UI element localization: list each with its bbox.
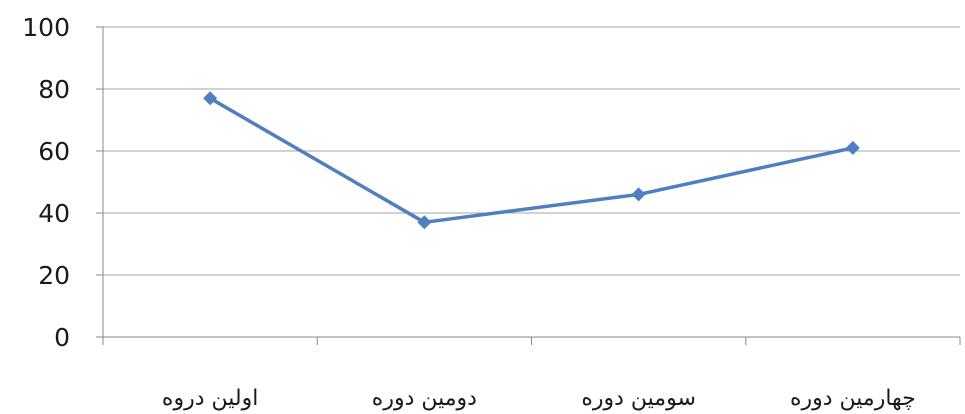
x-tick-label-1: دومین دوره	[372, 386, 477, 411]
series-group	[203, 91, 860, 230]
y-tick-label-20: 20	[38, 261, 70, 290]
axes	[96, 26, 961, 345]
data-point-1	[417, 215, 432, 230]
x-tick-label-2: سومین دوره	[581, 386, 696, 411]
series-line-0	[209, 96, 854, 225]
y-tick-label-0: 0	[54, 323, 70, 352]
x-tick-label-3: چهارمین دوره	[790, 386, 916, 411]
y-tick-label-80: 80	[38, 75, 70, 104]
y-tick-label-40: 40	[38, 199, 70, 228]
data-point-2	[631, 187, 646, 202]
x-tick-labels: اولین دروه دومین دوره سومین دوره چهارمین دو…	[162, 386, 916, 411]
x-tick-label-0: اولین دروه	[162, 386, 258, 411]
y-tick-labels: 0 20 40 60 80 100	[22, 13, 70, 352]
y-tick-label-100: 100	[22, 13, 70, 42]
data-point-3	[845, 140, 860, 155]
data-point-0	[203, 91, 218, 106]
gridlines	[103, 26, 960, 276]
y-tick-label-60: 60	[38, 137, 70, 166]
